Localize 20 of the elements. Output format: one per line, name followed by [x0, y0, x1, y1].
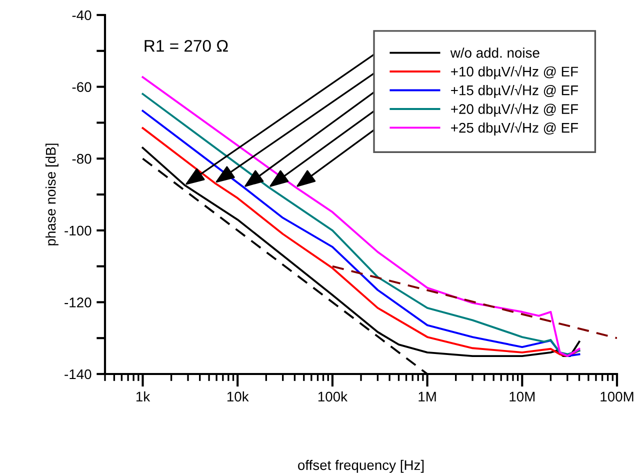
x-tick-label: 1M [418, 392, 436, 402]
legend-label: +15 dbµV/√Hz @ EF [451, 84, 578, 98]
y-tick-label: -40 [72, 10, 92, 20]
x-axis-title: offset frequency [Hz] [298, 460, 424, 473]
x-tick-label: 10k [227, 391, 249, 402]
legend-label: +20 dbµV/√Hz @ EF [451, 102, 578, 117]
x-tick-label: 1k [136, 391, 150, 402]
y-axis-title: phase noise [dB] [46, 144, 58, 246]
y-tick-label: -120 [64, 298, 92, 308]
y-tick-label: -60 [72, 82, 92, 92]
y-tick-label: -80 [72, 154, 92, 164]
legend-label: w/o add. noise [450, 48, 540, 58]
legend-label: +10 dbµV/√Hz @ EF [451, 65, 578, 80]
x-tick-label: 10M [510, 392, 535, 402]
legend-label: +25 dbµV/√Hz @ EF [451, 122, 578, 136]
y-tick-label: -140 [64, 369, 92, 380]
y-tick-label: -100 [64, 226, 92, 236]
x-tick-label: 100M [600, 392, 634, 402]
x-tick-label: 100k [318, 391, 348, 402]
annotation: R1 = 270 Ω [144, 40, 228, 52]
